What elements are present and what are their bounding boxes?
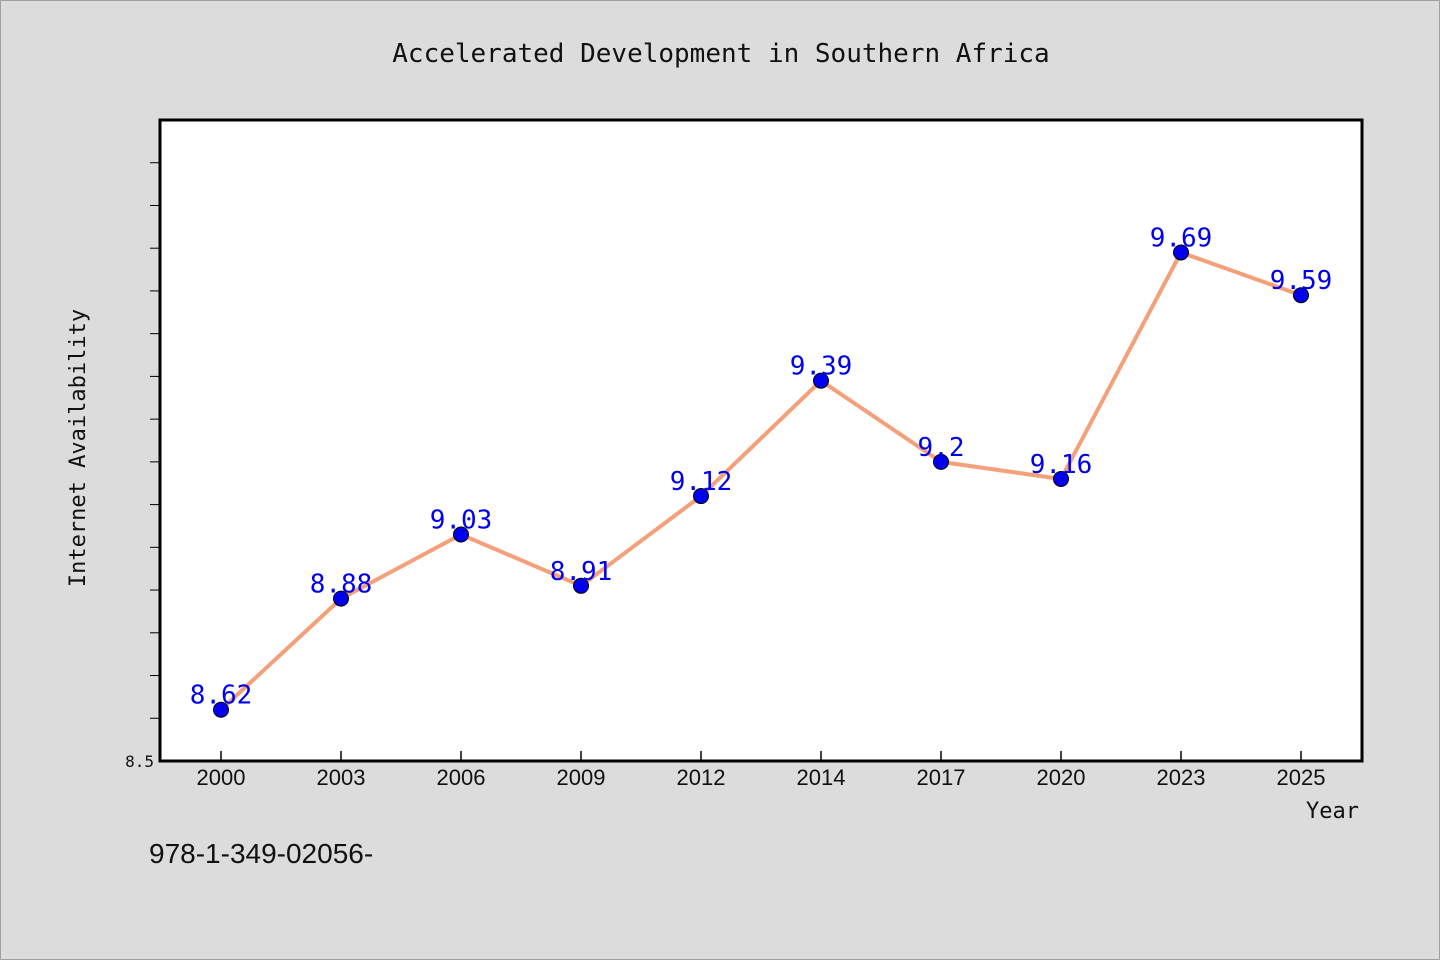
x-tick-label: 2017 [917,765,966,790]
data-value-label: 9.59 [1270,266,1333,296]
data-value-label: 8.62 [190,681,253,711]
x-tick-label: 2025 [1277,765,1326,790]
data-point-marker [1053,470,1069,487]
data-value-label: 8.91 [550,557,613,587]
data-value-label: 9.39 [790,352,853,382]
data-point-marker [1293,287,1309,304]
x-tick-label: 2012 [677,765,726,790]
data-value-label: 8.88 [310,570,373,600]
data-value-label: 9.69 [1150,223,1213,253]
data-point-marker [693,488,709,505]
data-value-label: 9.16 [1030,450,1093,480]
x-tick-label: 2009 [557,765,606,790]
data-point-marker [213,701,229,718]
footer-isbn-text: 978-1-349-02056- [149,838,373,869]
data-point-marker [813,372,829,389]
y-axis-label: Internet Availability [66,309,91,587]
data-point-marker [453,526,469,543]
x-tick-label: 2006 [437,765,486,790]
data-value-label: 9.12 [670,467,733,497]
x-tick-label: 2014 [797,765,846,790]
data-labels: 8.62 8.88 9.03 8.91 9.12 9.39 9.2 9.16 9.69 9.59 [190,223,1333,710]
x-tick-label: 2023 [1157,765,1206,790]
data-point-marker [333,590,349,607]
x-axis-label: Year [1306,799,1359,824]
data-point-marker [1173,244,1189,261]
x-tick-label: 2000 [197,765,246,790]
series-line-group [213,244,1309,718]
data-point-marker [573,577,589,594]
data-value-label: 9.2 [918,433,965,463]
y-axis-ticks: 8.5 [125,162,160,771]
x-axis-ticks: 2000 2003 2006 2009 2012 2014 2017 2020 2023 2025 [197,751,1326,790]
data-value-label: 9.03 [430,506,493,536]
y-tick-label: 8.5 [125,752,154,771]
chart-title: Accelerated Development in Southern Afri… [392,39,1049,69]
series-line [219,250,1302,712]
x-tick-label: 2020 [1037,765,1086,790]
x-tick-label: 2003 [317,765,366,790]
data-point-marker [933,453,949,470]
